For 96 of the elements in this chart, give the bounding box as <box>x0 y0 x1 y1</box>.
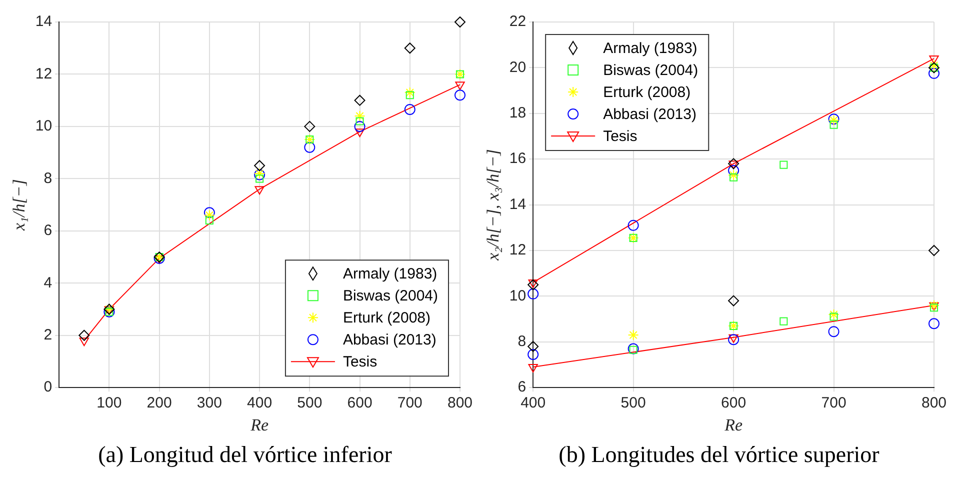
point <box>830 120 838 129</box>
point <box>354 110 366 122</box>
point <box>454 90 466 101</box>
x-axis-title: Re <box>250 415 269 434</box>
point <box>830 312 838 321</box>
x-axis-title: Re <box>724 415 743 434</box>
y-tick-label: 14 <box>35 13 52 30</box>
point <box>404 87 416 98</box>
legend-label: Armaly (1983) <box>603 40 698 58</box>
point <box>628 220 639 231</box>
text: (b) Longitudes del vórtice superior <box>558 442 880 468</box>
point <box>78 330 90 341</box>
legend-label: Armaly (1983) <box>342 266 438 283</box>
point <box>928 318 940 330</box>
point <box>828 308 840 320</box>
point <box>728 170 740 181</box>
text: (a) Longitud del vórtice inferior <box>98 442 392 468</box>
point <box>354 128 365 138</box>
point <box>404 42 416 54</box>
y-tick-label: 6 <box>518 378 526 396</box>
x-tick-label: 500 <box>620 394 646 412</box>
y-tick-label: 8 <box>518 333 526 350</box>
point <box>79 338 89 346</box>
legend-label: Biswas (2004) <box>603 62 698 80</box>
point <box>628 343 639 354</box>
point <box>404 104 416 115</box>
point <box>528 279 538 288</box>
point <box>254 186 264 195</box>
x-tick-label: 800 <box>921 394 947 412</box>
point <box>356 117 364 126</box>
y-axis-title: x₁/h[−] <box>10 179 29 232</box>
x-tick-label: 300 <box>196 394 222 412</box>
point <box>304 142 316 153</box>
point <box>728 158 740 170</box>
x-tick-label: 600 <box>347 394 372 412</box>
x-tick-label: 700 <box>397 394 422 412</box>
y-tick-label: 16 <box>509 150 526 168</box>
point <box>928 300 940 311</box>
y-tick-label: 6 <box>44 222 52 240</box>
point <box>154 255 164 264</box>
legend-label: Abbasi (2013) <box>342 332 436 349</box>
x-tick-label: 400 <box>520 394 546 412</box>
y-axis-title: x₂/h[−], x₃/h[−] <box>484 149 503 262</box>
x-tick-label: 100 <box>96 394 122 412</box>
y-tick-label: 12 <box>509 242 526 259</box>
legend-label: Biswas (2004) <box>342 288 438 305</box>
point <box>929 56 939 64</box>
y-tick-label: 18 <box>509 104 526 122</box>
point <box>455 82 465 90</box>
point <box>528 340 539 352</box>
legend-label: Tesis <box>342 354 378 371</box>
legend-label: Tesis <box>603 128 638 146</box>
y-tick-label: 8 <box>44 170 52 187</box>
y-tick-label: 20 <box>509 58 526 76</box>
point <box>304 120 316 132</box>
y-tick-label: 10 <box>35 118 52 135</box>
point <box>780 317 788 326</box>
x-tick-label: 500 <box>297 394 322 412</box>
point <box>256 174 264 183</box>
x-tick-label: 200 <box>146 394 172 412</box>
y-tick-label: 22 <box>509 13 526 30</box>
point <box>406 91 414 100</box>
point <box>828 326 840 338</box>
point <box>928 245 940 256</box>
legend-label: Erturk (2008) <box>342 310 431 327</box>
x-tick-label: 600 <box>721 394 746 412</box>
point <box>354 94 366 106</box>
point <box>454 16 466 28</box>
point <box>628 330 639 341</box>
point <box>528 348 539 360</box>
y-tick-label: 10 <box>509 287 526 304</box>
y-tick-label: 2 <box>44 326 52 344</box>
point <box>204 210 215 221</box>
point <box>728 334 738 343</box>
legend-label: Erturk (2008) <box>603 84 691 102</box>
point <box>728 160 738 170</box>
point <box>780 160 788 169</box>
point <box>928 68 940 79</box>
legend-label: Abbasi (2013) <box>603 106 696 124</box>
point <box>528 364 538 373</box>
point <box>354 120 366 132</box>
point <box>254 160 266 172</box>
point <box>204 207 215 218</box>
point <box>205 216 214 225</box>
point <box>730 173 738 182</box>
point <box>728 295 740 306</box>
point <box>528 288 539 300</box>
x-tick-label: 400 <box>247 394 272 412</box>
x-tick-label: 800 <box>447 394 473 412</box>
x-tick-label: 700 <box>821 394 846 412</box>
y-tick-label: 14 <box>509 196 526 213</box>
y-tick-label: 4 <box>44 274 52 292</box>
y-tick-label: 0 <box>44 378 52 396</box>
point <box>629 346 638 354</box>
y-tick-label: 12 <box>35 65 52 82</box>
point <box>928 60 940 71</box>
